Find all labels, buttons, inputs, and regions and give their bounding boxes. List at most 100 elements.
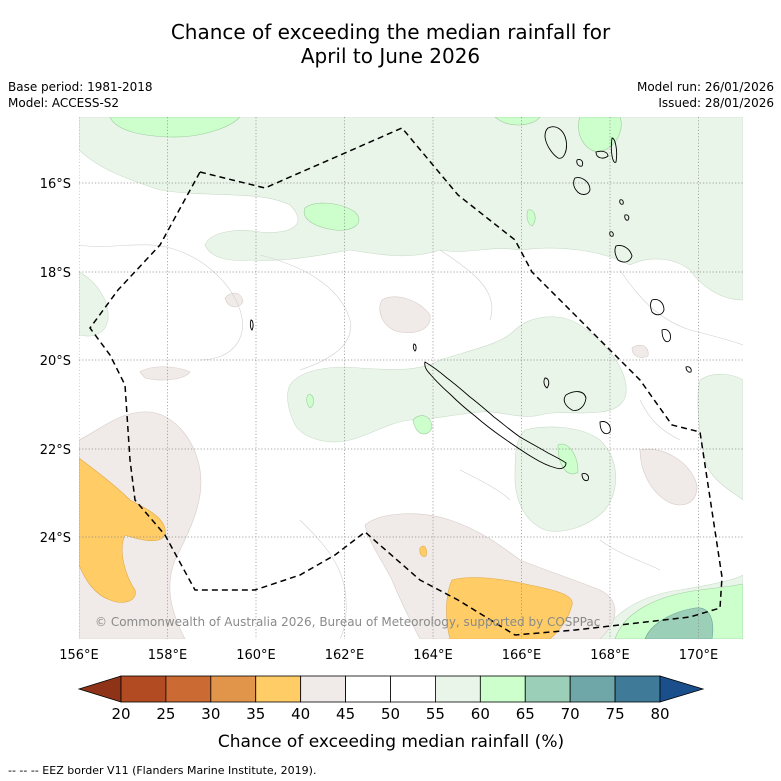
vanuatu-tanna (661, 329, 671, 343)
map-area: © Commonwealth of Australia 2026, Bureau… (79, 117, 743, 639)
vanuatu-efate (614, 245, 633, 263)
loyalty-islands-ouvea (543, 377, 550, 389)
longitude-labels: 156°E 158°E 160°E 162°E 164°E 166°E 168°… (59, 648, 718, 663)
eez-border (89, 127, 723, 636)
title-line-2: April to June 2026 (300, 44, 481, 68)
lat-label-16s: 16°S (40, 177, 71, 192)
colorbar-tick-30: 30 (201, 705, 220, 723)
colorbar-boxes (120, 675, 661, 703)
base-period: Base period: 1981-2018 (8, 80, 153, 94)
contour-line (599, 539, 661, 571)
pale-pink-dot-east (631, 344, 649, 358)
colorbar-box-55-60 (435, 675, 481, 703)
light-green-patch-small-2 (306, 394, 314, 409)
pale-pink-small-west (139, 366, 191, 381)
map-title: Chance of exceeding the median rainfall … (0, 20, 781, 68)
isle-of-pines (581, 473, 589, 482)
contour-line (639, 399, 681, 441)
gridlines (79, 117, 743, 639)
colorbar-tick-labels: 20 25 30 35 40 45 50 55 60 65 70 75 80 (111, 705, 669, 723)
colorbar-box-70-75 (569, 675, 616, 703)
lon-label-164e: 164°E (413, 648, 453, 663)
vanuatu-pentecost (610, 137, 618, 163)
issued-date: Issued: 28/01/2026 (658, 96, 774, 110)
vanuatu-small-island-1 (619, 199, 624, 205)
yellow-dot (419, 545, 427, 557)
light-green-patch-north (303, 202, 360, 231)
colorbar-box-50-55 (390, 675, 436, 703)
latitude-labels: 16°S 18°S 20°S 22°S 24°S (40, 177, 71, 546)
colorbar-box-40-45 (300, 675, 346, 703)
colorbar-tick-75: 75 (606, 705, 625, 723)
meta-right: Model run: 26/01/2026 Issued: 28/01/2026 (637, 79, 774, 111)
lon-label-162e: 162°E (325, 648, 365, 663)
light-green-patch-center (412, 415, 433, 435)
light-green-patch-small-1 (526, 209, 536, 227)
lat-label-22s: 22°S (40, 443, 71, 458)
lat-label-20s: 20°S (40, 354, 71, 369)
colorbar-box-25-30 (165, 675, 212, 703)
contour-line (259, 254, 351, 371)
colorbar-under-arrow (77, 675, 122, 703)
chesterfield-islands (249, 319, 254, 331)
pale-pink-center-island (379, 296, 431, 333)
colorbar-box-35-40 (255, 675, 302, 703)
lat-label-24s: 24°S (40, 531, 71, 546)
colorbar-tick-55: 55 (426, 705, 445, 723)
vanuatu-ambae (595, 150, 609, 159)
contour-line (439, 249, 493, 321)
lon-label-160e: 160°E (236, 648, 276, 663)
colorbar-box-30-35 (210, 675, 257, 703)
yellow-south-region (446, 577, 573, 639)
yellow-west-region (79, 457, 166, 603)
lon-label-168e: 168°E (590, 648, 630, 663)
colorbar-box-60-65 (479, 675, 526, 703)
lat-label-18s: 18°S (40, 266, 71, 281)
light-green-patch-east-coast (557, 443, 579, 475)
colorbar-tick-25: 25 (156, 705, 175, 723)
colorbar-over-arrow (659, 675, 705, 703)
lon-label-158e: 158°E (148, 648, 188, 663)
colorbar-tick-35: 35 (246, 705, 265, 723)
copyright-notice: © Commonwealth of Australia 2026, Bureau… (95, 615, 600, 629)
model-name: Model: ACCESS-S2 (8, 96, 120, 110)
colorbar-box-75-80 (614, 675, 661, 703)
colorbar-tick-60: 60 (471, 705, 490, 723)
pale-pink-dot-north (224, 292, 244, 308)
vanuatu-small-island-5 (609, 231, 614, 237)
contour-line (79, 244, 243, 361)
vanuatu-malakula (573, 177, 591, 195)
light-green-top-right (578, 117, 622, 153)
title-line-1: Chance of exceeding the median rainfall … (170, 20, 611, 44)
model-run: Model run: 26/01/2026 (636, 80, 774, 94)
light-green-top-center (494, 117, 541, 126)
colorbar-tick-70: 70 (561, 705, 580, 723)
coastlines (249, 126, 692, 482)
colorbar-box-65-70 (524, 675, 571, 703)
colorbar: 20 25 30 35 40 45 50 55 60 65 70 75 80 Chance of exc… (77, 675, 705, 752)
vanuatu-erromango (650, 299, 665, 316)
colorbar-tick-50: 50 (381, 705, 400, 723)
colorbar-box-20-25 (120, 675, 167, 703)
contour-line (459, 469, 511, 501)
vanuatu-small-island-2 (624, 214, 630, 221)
vanuatu-small-island-4 (576, 159, 584, 167)
colorbar-tick-80: 80 (650, 705, 669, 723)
colorbar-box-45-50 (345, 675, 391, 703)
lon-label-170e: 170°E (679, 648, 719, 663)
reef-islet (412, 343, 417, 352)
meta-left: Base period: 1981-2018 Model: ACCESS-S2 (8, 79, 153, 111)
colorbar-tick-40: 40 (291, 705, 310, 723)
new-caledonia-mainland (424, 361, 567, 470)
lon-label-156e: 156°E (59, 648, 99, 663)
colorbar-tick-65: 65 (516, 705, 535, 723)
loyalty-islands-lifou (563, 391, 587, 411)
contour-lines (79, 244, 743, 639)
vanuatu-small-island-3 (685, 366, 692, 373)
eez-footnote: -- -- -- EEZ border V11 (Flanders Marine… (8, 764, 317, 777)
loyalty-islands-mare (599, 421, 611, 435)
pale-green-west-region (79, 271, 109, 337)
colorbar-title: Chance of exceeding median rainfall (%) (218, 732, 564, 752)
pale-green-central-region (287, 316, 627, 443)
